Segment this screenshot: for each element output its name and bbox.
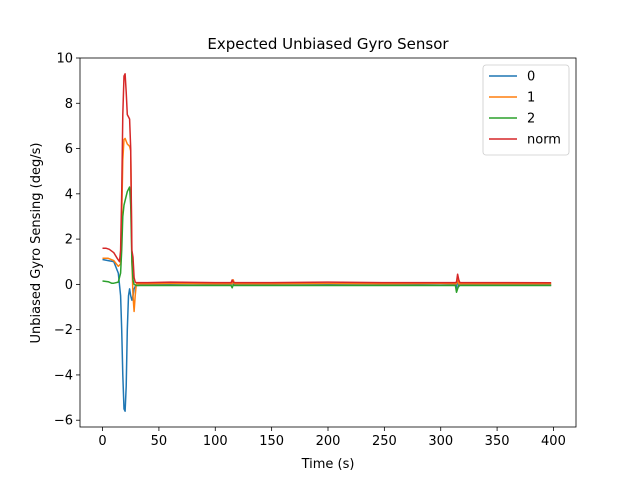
y-tick-label: 8	[65, 97, 73, 112]
legend: 0 1 2 norm	[482, 64, 570, 156]
legend-label-2: 2	[527, 112, 535, 127]
y-tick-label: 2	[65, 233, 73, 248]
x-axis: 0 50 100 150 200 250 300 350 400	[98, 427, 566, 449]
y-axis: −6 −4 −2 0 2 4 6 8 10	[54, 52, 80, 429]
chart-title: Expected Unbiased Gyro Sensor	[207, 35, 449, 53]
x-tick-label: 50	[151, 434, 168, 449]
x-tick-label: 0	[98, 434, 106, 449]
x-tick-label: 150	[259, 434, 284, 449]
y-tick-label: 10	[56, 52, 73, 67]
legend-box	[482, 64, 570, 156]
series-line-norm	[102, 73, 552, 284]
y-tick-label: −2	[54, 323, 73, 338]
y-tick-label: −4	[54, 368, 73, 383]
legend-label-norm: norm	[527, 133, 561, 148]
x-tick-label: 400	[541, 434, 566, 449]
y-tick-label: 4	[65, 187, 73, 202]
series-line-2	[102, 186, 552, 294]
y-tick-label: −6	[54, 414, 73, 429]
x-tick-label: 100	[203, 434, 228, 449]
y-tick-label: 0	[65, 278, 73, 293]
legend-label-1: 1	[527, 91, 535, 106]
x-tick-label: 350	[485, 434, 510, 449]
plot-area	[79, 57, 577, 428]
x-tick-label: 250	[372, 434, 397, 449]
y-tick-label: 6	[65, 142, 73, 157]
x-tick-label: 300	[428, 434, 453, 449]
x-axis-label: Time (s)	[301, 457, 355, 472]
y-axis-label: Unbiased Gyro Sensing (deg/s)	[29, 143, 44, 344]
legend-label-0: 0	[527, 70, 535, 85]
x-tick-label: 200	[316, 434, 341, 449]
